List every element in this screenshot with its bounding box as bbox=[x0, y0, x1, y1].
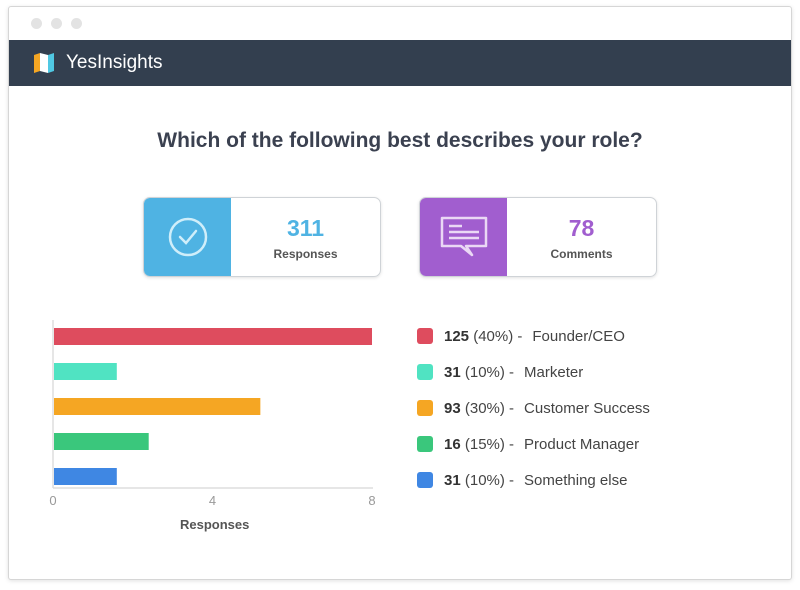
legend: 125 (40%) - Founder/CEO 31 (10%) - Marketer… bbox=[417, 318, 650, 498]
comments-label: Comments bbox=[550, 247, 613, 261]
question-title: Which of the following best describes yo… bbox=[157, 129, 643, 152]
maximize-dot[interactable] bbox=[71, 18, 82, 29]
responses-label: Responses bbox=[273, 247, 338, 261]
x-tick-label: 4 bbox=[209, 493, 216, 508]
legend-count: 31 bbox=[444, 363, 461, 381]
legend-pct: (15%) - bbox=[464, 435, 515, 453]
legend-label: Product Manager bbox=[524, 435, 640, 453]
bar-customer-success[interactable] bbox=[54, 398, 261, 415]
legend-item: 93 (30%) - Customer Success bbox=[417, 390, 650, 426]
x-axis-label: Responses bbox=[180, 517, 250, 532]
legend-item: 16 (15%) - Product Manager bbox=[417, 426, 650, 462]
legend-pct: (10%) - bbox=[464, 363, 515, 381]
check-circle-icon bbox=[144, 198, 231, 276]
legend-count: 125 bbox=[444, 327, 470, 345]
responses-count: 311 bbox=[286, 215, 325, 241]
legend-pct: (40%) - bbox=[473, 327, 523, 345]
legend-pct: (10%) - bbox=[464, 471, 515, 489]
legend-swatch bbox=[417, 472, 433, 488]
brand-name[interactable]: YesInsights bbox=[66, 52, 163, 73]
legend-item: 31 (10%) - Something else bbox=[417, 462, 650, 498]
legend-label: Marketer bbox=[524, 363, 584, 381]
bar-chart: 0 4 8 bbox=[49, 320, 376, 508]
legend-pct: (30%) - bbox=[464, 399, 515, 417]
browser-window: YesInsights Which of the following best … bbox=[8, 6, 792, 580]
legend-count: 93 bbox=[444, 399, 461, 417]
responses-card: 311 Responses bbox=[143, 197, 381, 277]
legend-label: Customer Success bbox=[524, 399, 650, 417]
window-controls bbox=[31, 18, 82, 29]
bar-something-else[interactable] bbox=[54, 468, 117, 485]
map-icon bbox=[34, 53, 54, 73]
comments-count: 78 bbox=[568, 215, 595, 241]
bar-founder-ceo[interactable] bbox=[54, 328, 372, 345]
x-tick-label: 8 bbox=[368, 493, 375, 508]
legend-count: 31 bbox=[444, 471, 461, 489]
legend-item: 125 (40%) - Founder/CEO bbox=[417, 318, 650, 354]
legend-item: 31 (10%) - Marketer bbox=[417, 354, 650, 390]
legend-swatch bbox=[417, 328, 433, 344]
legend-swatch bbox=[417, 436, 433, 452]
x-tick-label: 0 bbox=[49, 493, 56, 508]
minimize-dot[interactable] bbox=[51, 18, 62, 29]
legend-label: Something else bbox=[524, 471, 628, 489]
legend-label: Founder/CEO bbox=[532, 327, 625, 345]
legend-count: 16 bbox=[444, 435, 461, 453]
legend-swatch bbox=[417, 400, 433, 416]
comment-icon bbox=[420, 198, 507, 276]
bar-marketer[interactable] bbox=[54, 363, 117, 380]
comments-card: 78 Comments bbox=[419, 197, 657, 277]
bar-product-manager[interactable] bbox=[54, 433, 149, 450]
top-nav: YesInsights bbox=[9, 40, 791, 86]
close-dot[interactable] bbox=[31, 18, 42, 29]
legend-swatch bbox=[417, 364, 433, 380]
